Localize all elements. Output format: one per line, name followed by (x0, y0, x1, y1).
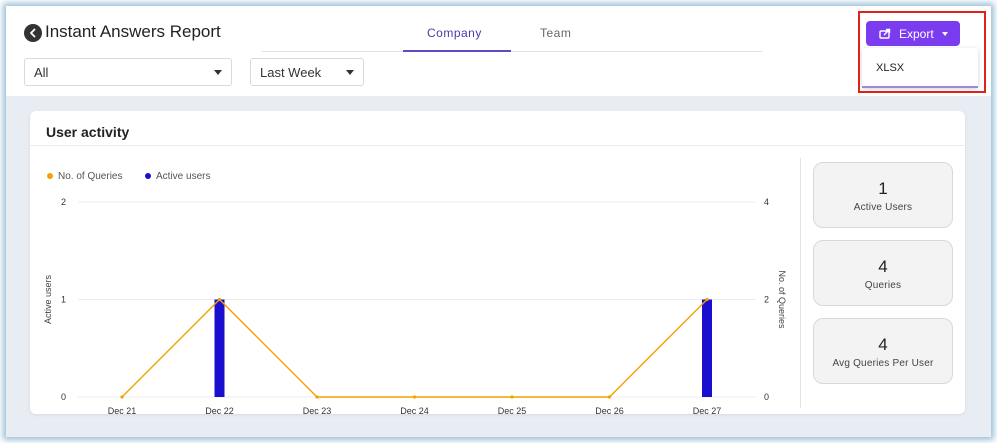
y2-tick-label: 2 (764, 295, 769, 305)
queries-line (121, 298, 708, 398)
caret-down-icon (214, 70, 222, 75)
app-window: Instant Answers Report Company Team All … (6, 6, 991, 437)
page-title: Instant Answers Report (45, 22, 221, 41)
active-tab-indicator (403, 50, 511, 52)
y2-axis-label: No. of Queries (777, 270, 787, 329)
x-tick-label: Dec 24 (400, 406, 429, 414)
stat-value: 4 (878, 335, 888, 354)
menu-bottom-bar (862, 86, 978, 88)
queries-point (120, 395, 124, 399)
period-select[interactable]: Last Week (250, 58, 364, 86)
y-axis-label: Active users (43, 274, 53, 324)
x-tick-label: Dec 25 (498, 406, 527, 414)
export-button-label: Export (899, 26, 934, 41)
caret-down-icon (942, 32, 948, 36)
stat-active-users: 1 Active Users (813, 162, 953, 228)
queries-point (315, 395, 319, 399)
period-select-value: Last Week (260, 65, 322, 80)
tab-team[interactable]: Team (540, 26, 572, 40)
chart-divider (800, 158, 801, 408)
bar-active-users (214, 299, 225, 397)
stat-avg-queries: 4 Avg Queries Per User (813, 318, 953, 384)
share-icon (879, 28, 891, 39)
export-menu: XLSX (862, 48, 978, 88)
y-tick-label: 0 (61, 392, 66, 402)
queries-point (217, 297, 222, 302)
legend-label: No. of Queries (58, 171, 122, 182)
y2-tick-label: 0 (764, 392, 769, 402)
stat-label: Active Users (853, 202, 913, 213)
y-tick-label: 1 (61, 295, 66, 305)
back-button[interactable] (24, 24, 42, 42)
chevron-left-icon (30, 28, 36, 38)
tab-company[interactable]: Company (427, 26, 482, 40)
queries-point (510, 395, 514, 399)
user-activity-card: User activity 0 1 2 0 2 4 Dec 21 Dec 22 Dec 23 De… (30, 111, 965, 414)
queries-point (607, 395, 612, 399)
stat-label: Queries (864, 280, 902, 291)
x-tick-label: Dec 22 (205, 406, 234, 414)
stat-label: Avg Queries Per User (832, 358, 934, 369)
stat-value: 4 (878, 257, 888, 276)
export-menu-item-xlsx[interactable]: XLSX (876, 62, 905, 74)
export-button[interactable]: Export (866, 21, 960, 46)
x-tick-label: Dec 27 (693, 406, 722, 414)
highlight-box (858, 11, 986, 93)
report-content: User activity 0 1 2 0 2 4 Dec 21 Dec 22 Dec 23 De… (6, 96, 991, 437)
scope-select-value: All (34, 65, 49, 80)
x-tick-label: Dec 23 (303, 406, 332, 414)
legend-label: Active users (156, 171, 210, 182)
queries-point (705, 297, 709, 302)
stat-value: 1 (878, 179, 888, 198)
legend-swatch (47, 173, 53, 179)
caret-down-icon (346, 70, 354, 75)
x-tick-label: Dec 26 (595, 406, 624, 414)
y2-tick-label: 4 (764, 197, 769, 207)
card-title: User activity (46, 124, 130, 140)
user-activity-chart: 0 1 2 0 2 4 Dec 21 Dec 22 Dec 23 Dec 24 Dec 25 Dec … (43, 171, 787, 414)
card-divider (30, 145, 965, 146)
x-tick-label: Dec 21 (108, 406, 137, 414)
scope-select[interactable]: All (24, 58, 232, 86)
bar-active-users (702, 299, 712, 397)
queries-point (412, 395, 417, 399)
legend-swatch (145, 173, 151, 179)
y-tick-label: 2 (61, 197, 66, 207)
report-tabs: Company Team (262, 20, 762, 52)
stat-queries: 4 Queries (813, 240, 953, 306)
report-header: Instant Answers Report Company Team All … (6, 6, 991, 96)
